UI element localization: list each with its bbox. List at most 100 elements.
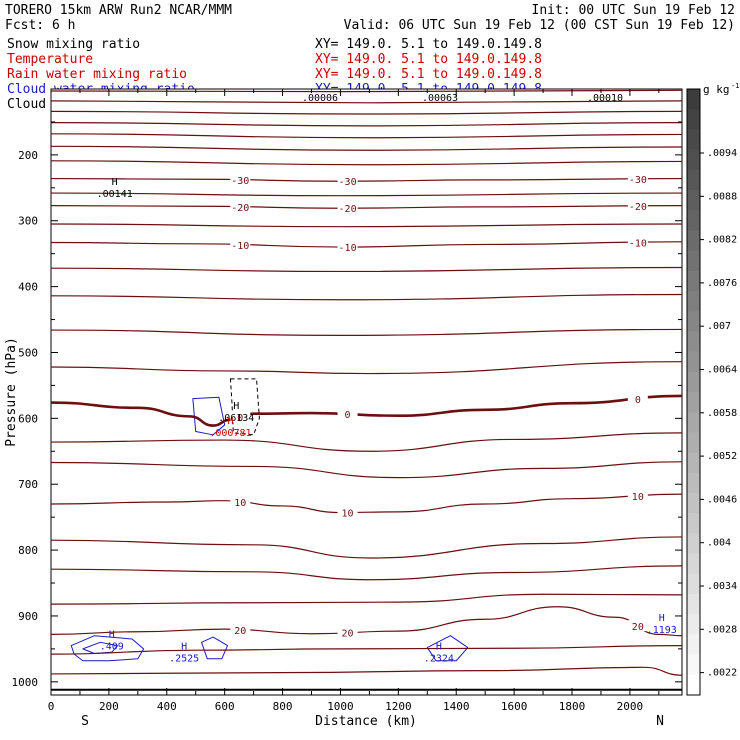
contour-label: 20 [342, 629, 354, 640]
colorbar-swatch [687, 169, 700, 191]
temperature-contour-line [50, 223, 683, 228]
colorbar-swatch [687, 553, 700, 575]
contour-label: -20 [629, 202, 647, 213]
x-tick-label: 0 [48, 700, 55, 713]
contour-label-bg [627, 489, 648, 501]
colorbar-swatch [687, 311, 700, 332]
colorbar-swatch [687, 89, 700, 110]
colorbar-swatch [687, 614, 700, 635]
temperature-contour-0 [50, 394, 683, 427]
y-tick-label: 1000 [12, 676, 39, 689]
colorbar-tick-label: .0058 [707, 408, 737, 419]
temperature-contour-line [50, 328, 683, 336]
colorbar-tick-label: .0064 [707, 365, 737, 376]
y-tick-label: 900 [18, 610, 38, 623]
x-tick-label: 1000 [327, 700, 354, 713]
contour-label: -10 [629, 238, 647, 249]
colorbar-tick-label: .007 [707, 321, 731, 332]
colorbar-swatch [687, 210, 700, 231]
temperature-contour-line [50, 110, 683, 115]
cloud-ice-contour [229, 378, 260, 436]
colorbar-frame [686, 88, 701, 696]
colorbar-swatch [687, 392, 700, 413]
contour-label-bg [627, 620, 648, 632]
contour-label-bg [337, 408, 358, 420]
contour-label: -30 [231, 176, 249, 187]
top-contour-label: .00006 [302, 93, 338, 104]
colorbar-tick-label: .0076 [707, 278, 737, 289]
legend-field-xy: XY= 149.0. 5.1 to 149.0.149.8 [315, 37, 542, 52]
contour-label: -20 [231, 203, 249, 214]
cloud-water-contour [192, 396, 226, 436]
legend-field-name: Rain water mixing ratio [7, 67, 187, 82]
top-labels: .00006 .00063 .00010 [302, 93, 623, 104]
colorbar-swatch [687, 190, 700, 211]
colorbar-swatch [687, 250, 700, 272]
colorbar-swatch [687, 533, 700, 555]
contour-label: -10 [339, 243, 357, 254]
temperature-contour-line [50, 461, 683, 479]
x-tick-label: 200 [99, 700, 119, 713]
maximum-marker: H [233, 401, 239, 412]
x-tick-label: 1200 [385, 700, 412, 713]
colorbar-swatch [687, 291, 700, 312]
x-tick-label: 2000 [617, 700, 644, 713]
contour-label: -10 [231, 241, 249, 252]
temperature-contour-line [50, 565, 683, 581]
y-tick-label: 500 [18, 346, 38, 359]
legend-field-xy: XY= 149.0. 5.1 to 149.0.149.8 [315, 52, 542, 67]
south-label: S [81, 714, 89, 729]
maximum-value: .2525 [169, 653, 199, 664]
colorbar-swatch [687, 513, 700, 534]
colorbar-swatch [687, 371, 700, 393]
x-tick-label: 1800 [559, 700, 586, 713]
colorbar-tick-label: .0082 [707, 235, 737, 246]
temperature-contour-line [50, 160, 683, 166]
contour-label: 10 [632, 492, 644, 503]
x-tick-label: 600 [215, 700, 235, 713]
temperature-contours: -30 -30 -30 -20 -20 -20 -10 -10 -10 0 0 0 10 10 10 20 20… [50, 89, 683, 691]
maximum-value: .1193 [647, 625, 677, 636]
contour-label-bg [337, 175, 358, 187]
contour-label-bg [627, 172, 648, 184]
colorbar-swatch [687, 573, 700, 595]
colorbar-swatch [687, 109, 700, 130]
y-tick-label: 400 [18, 281, 38, 294]
contour-label-bg [337, 202, 358, 214]
cloud-water-contour [201, 636, 229, 660]
colorbar-swatch [687, 149, 700, 171]
maximum-value: .2324 [424, 653, 454, 664]
colorbar-tick-label: .0028 [707, 624, 737, 635]
contour-label-bg [337, 240, 358, 252]
cloud-water-contour [82, 641, 119, 655]
x-tick-label: 800 [273, 700, 293, 713]
temperature-contour-line [50, 644, 683, 655]
contour-label: 10 [342, 508, 354, 519]
top-contour-label: .00010 [587, 93, 623, 104]
contour-label-bg [230, 411, 251, 423]
contour-label: 20 [632, 622, 644, 633]
y-tick-label: 600 [18, 412, 38, 425]
maximum-marker: H [112, 177, 118, 188]
temperature-contour-line [50, 432, 683, 452]
contour-label-bg [230, 173, 251, 185]
colorbar-tick-label: .0052 [707, 451, 737, 462]
contour-label-bg [230, 623, 251, 635]
temperature-contour-line [50, 666, 683, 676]
colorbar-swatch [687, 270, 700, 292]
maximum-marker: H [659, 613, 665, 624]
maximum-marker: H [181, 641, 187, 652]
contour-label: -20 [339, 204, 357, 215]
colorbar-tick-label: .004 [707, 538, 731, 549]
colorbar-tick-label: .0094 [707, 148, 737, 159]
contour-label-bg [627, 199, 648, 211]
colorbar-swatch [687, 230, 700, 252]
maximum-marker: H [227, 416, 233, 427]
temperature-contour-line [50, 192, 683, 197]
cloud-water-contour [70, 635, 145, 662]
x-tick-label: 400 [157, 700, 177, 713]
colorbar-swatch [687, 452, 700, 474]
colorbar: .0094 .0088 .0082 .0076 .007 .0064 .0058 .0052.… [686, 88, 737, 696]
north-label: N [656, 714, 664, 729]
